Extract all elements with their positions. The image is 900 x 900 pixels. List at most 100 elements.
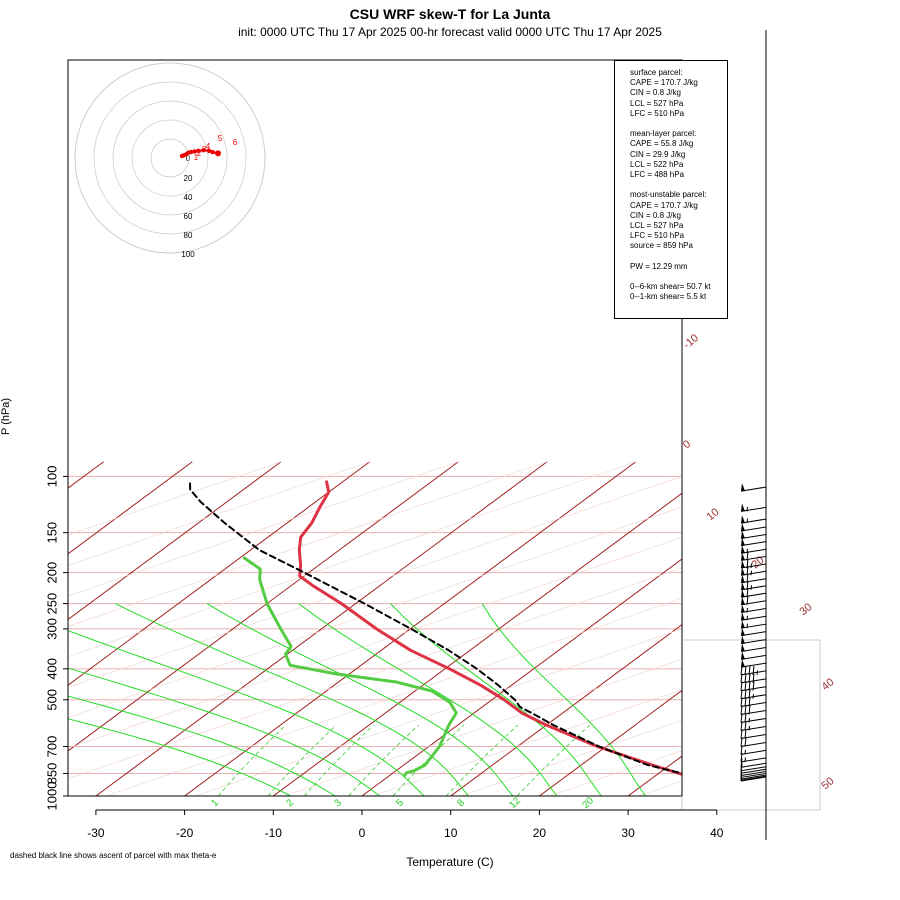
moist-adiabat-line xyxy=(68,718,292,796)
wind-barb-flag xyxy=(746,566,749,576)
wind-barb-flag xyxy=(746,580,749,590)
wind-barb-flag xyxy=(744,729,747,739)
mixing-ratio-line xyxy=(304,724,374,796)
most-unstable-parcel-line: CAPE = 170.7 J/kg xyxy=(630,200,698,210)
mixing-ratio-label: 3 xyxy=(332,797,344,809)
y-tick-label: 700 xyxy=(45,736,60,758)
wind-barb-flag xyxy=(740,681,743,691)
wind-barb-flag xyxy=(740,752,743,762)
y-tick-label: 500 xyxy=(45,689,60,711)
wind-barb-pennant xyxy=(741,581,745,590)
surface-parcel-line: CIN = 0.8 J/kg xyxy=(630,88,681,98)
x-tick-label: -30 xyxy=(87,826,105,840)
wind-barb xyxy=(740,558,767,569)
wind-barb xyxy=(740,737,767,747)
mixing-ratio-line xyxy=(348,724,419,796)
x-tick-label: 30 xyxy=(621,826,635,840)
wind-barb-flag xyxy=(740,689,743,699)
moist-adiabat-line xyxy=(481,603,647,796)
hodograph-ring xyxy=(150,138,190,178)
wind-barb xyxy=(740,745,767,755)
wind-barb-half xyxy=(748,717,750,723)
y-tick-label: 200 xyxy=(45,562,60,584)
wind-barb-shaft xyxy=(740,526,767,532)
dewpoint-profile xyxy=(242,556,458,778)
isotherm-line xyxy=(68,461,282,621)
wind-barb-shaft xyxy=(740,555,767,561)
wind-barb-flag xyxy=(740,665,743,675)
mixing-ratio-line xyxy=(516,724,590,796)
wind-barb-flag xyxy=(740,729,743,739)
wind-barb-shaft xyxy=(740,762,767,768)
wind-barb-flag xyxy=(746,558,749,569)
wind-barb-flag xyxy=(740,705,743,715)
wind-barb-flag xyxy=(740,697,743,707)
wind-barb-shaft xyxy=(740,646,767,652)
wind-barb xyxy=(740,776,767,782)
isotherm-label: -10 xyxy=(681,332,701,351)
wind-barb-flag xyxy=(748,681,751,691)
wind-barb-flag xyxy=(744,713,747,723)
hodograph-ring-label: 40 xyxy=(184,193,193,202)
wind-barb xyxy=(740,551,767,561)
wind-barb-pennant xyxy=(741,530,745,539)
wind-barb-flag xyxy=(744,673,747,683)
y-tick-label: 300 xyxy=(45,618,60,640)
dry-adiabat-line xyxy=(105,597,682,796)
dry-adiabat-line xyxy=(68,476,682,688)
wind-barb xyxy=(740,643,767,652)
isotherm-label: 30 xyxy=(798,601,815,618)
dry-adiabat-line xyxy=(371,689,682,796)
isotherm-line xyxy=(708,462,900,803)
hodograph-height-label: 3 xyxy=(202,145,207,154)
wind-barb xyxy=(740,604,767,613)
wind-barb-shaft xyxy=(740,578,767,584)
wind-barb xyxy=(740,566,767,576)
moist-adiabat-line xyxy=(68,695,336,796)
dry-adiabat-line xyxy=(68,461,548,627)
hodograph-ring xyxy=(93,81,247,235)
hodograph-point xyxy=(206,148,212,153)
isotherm-label: 50 xyxy=(820,775,837,792)
wind-barb-shaft xyxy=(740,541,767,547)
wind-barb xyxy=(740,483,767,492)
most-unstable-parcel-line: CIN = 0.8 J/kg xyxy=(630,210,681,220)
dry-adiabat-line xyxy=(460,719,682,796)
wind-barb-pennant xyxy=(741,503,745,512)
dry-adiabat-line xyxy=(885,462,900,803)
isotherm-label: 0 xyxy=(681,438,693,451)
mixing-ratio-label: 20 xyxy=(580,795,596,811)
x-tick-label: -20 xyxy=(176,826,194,840)
mixing-ratio-label: 2 xyxy=(284,797,296,809)
wind-barb-pennant xyxy=(741,589,745,598)
wind-barb-pennant xyxy=(741,545,745,554)
wind-barb-pennant xyxy=(741,574,745,583)
wind-barb-shaft xyxy=(740,654,767,660)
wind-barb xyxy=(740,537,767,547)
hodograph-ring-label: 20 xyxy=(184,174,193,183)
wind-barb xyxy=(740,545,767,554)
wind-barb xyxy=(740,635,767,645)
wind-barb-shaft xyxy=(740,639,767,645)
wind-barb-half xyxy=(740,776,742,782)
wind-barb-half xyxy=(746,518,748,524)
wind-barb-flag xyxy=(744,721,747,731)
wind-barb xyxy=(740,580,767,591)
chart-subtitle: init: 0000 UTC Thu 17 Apr 2025 00-hr for… xyxy=(238,25,662,39)
wind-barb-shaft xyxy=(740,534,767,540)
wind-barb-pennant xyxy=(741,612,745,621)
wind-barb-half xyxy=(746,506,748,512)
wind-barb-flag xyxy=(748,673,751,683)
wind-barb-half xyxy=(744,757,746,762)
wind-barb-shaft xyxy=(740,518,767,524)
wind-barb-half xyxy=(750,563,752,569)
wind-barb-shaft xyxy=(740,772,767,778)
wind-barb-pennant xyxy=(741,596,745,605)
wind-barb-flag xyxy=(744,737,747,747)
wind-barb-flag xyxy=(744,697,747,707)
wind-barb-shaft xyxy=(740,774,767,780)
parcel-stats-box: surface parcel: CAPE = 170.7 J/kg CIN = 0.… xyxy=(614,60,728,319)
moist-adiabat-line xyxy=(68,667,380,796)
wind-barb-flag xyxy=(740,745,743,755)
x-tick-label: 0 xyxy=(359,826,366,840)
